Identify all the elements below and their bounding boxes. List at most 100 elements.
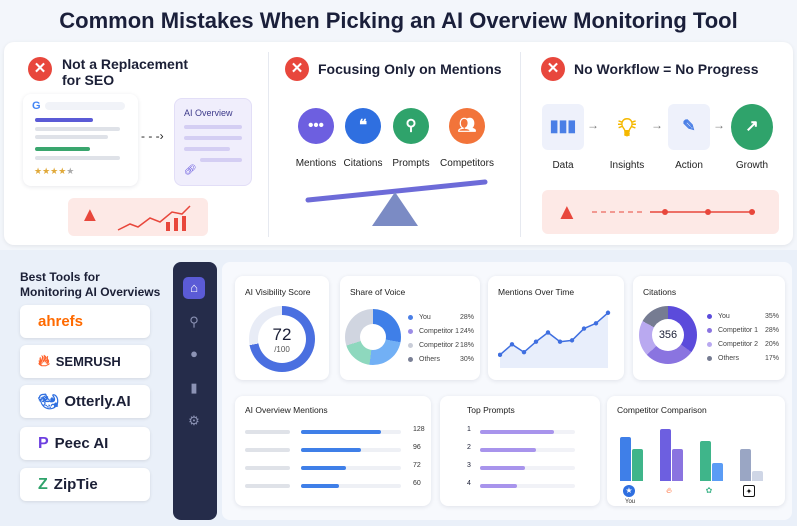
tool-logo-icon: Z: [38, 475, 48, 493]
card-title: Top Prompts: [467, 405, 515, 415]
legend-dot-icon: [707, 313, 712, 319]
legend-dot-icon: [408, 356, 413, 362]
prompt-rank: 1: [467, 426, 471, 433]
search-icon[interactable]: ⚲: [189, 314, 199, 329]
google-icon: G: [32, 100, 41, 112]
lightbulb-icon: 💡︎: [617, 112, 637, 142]
overview-line: [184, 136, 242, 140]
row-label-placeholder: [245, 484, 290, 488]
legend-label: You: [419, 313, 431, 321]
legend-label: Competitor 1: [718, 326, 759, 334]
search-result-card: G ★★★★★: [23, 94, 138, 186]
bar-track: [301, 484, 401, 488]
comparison-group: [620, 429, 648, 481]
workflow-step-label: Action: [675, 160, 703, 171]
link-icon: 🔗︎: [184, 165, 197, 176]
mentions-over-time-card: Mentions Over Time: [488, 276, 624, 380]
row-label-placeholder: [245, 448, 290, 452]
overview-line: [184, 147, 230, 151]
result-line: [35, 156, 120, 160]
prompt-rank: 2: [467, 444, 471, 451]
tool-name: ZipTie: [53, 476, 98, 493]
card-title: AI Overview Mentions: [245, 405, 328, 415]
prompt-bar: [480, 466, 525, 470]
seesaw-icon: [305, 179, 488, 226]
tool-card[interactable]: P Peec AI: [20, 427, 150, 460]
mention-bar: [301, 430, 381, 434]
comparison-bar: [632, 448, 643, 481]
page-title: Common Mistakes When Picking an AI Overv…: [59, 8, 738, 33]
top-prompts-card: Top Prompts 1 2 3 4: [440, 396, 600, 506]
arrow-right-icon: →: [713, 118, 725, 132]
card-title: Citations: [643, 287, 677, 297]
legend-label: You: [718, 312, 730, 320]
legend-item: You 35%: [707, 309, 779, 323]
prompt-rank: 3: [467, 462, 471, 469]
legend-label: Others: [419, 355, 441, 363]
workflow-step-label: Data: [552, 160, 574, 171]
score-value: 72: [272, 324, 292, 344]
tool-name: ahrefs: [38, 313, 84, 330]
row-label-placeholder: [245, 466, 290, 470]
focus-item-label: Citations: [343, 158, 383, 169]
data-point: [545, 330, 551, 335]
citations-card: Citations 356 You 35% Competitor 1 28% Compe…: [633, 276, 785, 380]
card-title: AI Visibility Score: [245, 287, 311, 297]
data-point: [498, 352, 503, 358]
tool-card[interactable]: 🦦︎ Otterly.AI: [20, 385, 150, 418]
legend-dot-icon: [707, 355, 712, 361]
tool-card[interactable]: 🔥︎ SEMRUSH: [20, 345, 150, 378]
legend-label: Competitor 2: [718, 340, 759, 348]
comparison-bar: [660, 429, 671, 481]
row-label-placeholder: [245, 430, 290, 434]
data-point: [557, 339, 563, 344]
gear-icon[interactable]: ⚙: [188, 413, 200, 428]
comparison-bar: [620, 436, 631, 481]
share-of-voice-card: Share of Voice You 28% Competitor 1 24% Comp…: [340, 276, 480, 380]
visibility-gauge: 72/100: [249, 306, 315, 372]
magnifier-icon: ⚲: [393, 108, 429, 144]
card-title: Share of Voice: [350, 287, 406, 297]
mention-bar: [301, 484, 339, 488]
growth-icon: ↗: [731, 104, 773, 150]
dashboard-sidebar: [173, 262, 217, 520]
legend-value: 24%: [459, 327, 474, 335]
data-point: [581, 326, 587, 331]
bar-chart-icon[interactable]: ▮: [190, 380, 198, 395]
heading-line: Not a Replacement: [62, 56, 189, 72]
mistake-heading: Not a Replacement for SEO: [62, 56, 188, 88]
focus-item-label: Mentions: [295, 158, 337, 169]
ai-overview-card: AI Overview 🔗︎: [174, 98, 252, 186]
citations-total: 356: [658, 329, 678, 341]
comparison-group: [740, 429, 768, 481]
legend-dot-icon: [408, 342, 413, 348]
legend-item: Competitor 2 18%: [408, 338, 474, 352]
focus-item-label: Competitors: [440, 158, 494, 169]
chat-icon[interactable]: ●: [190, 346, 198, 361]
competitor-comparison-card: Competitor Comparison ★ 🔥︎ ✿ ✦ You: [607, 396, 785, 506]
tool-card[interactable]: Z ZipTie: [20, 468, 150, 501]
legend-item: Competitor 1 28%: [707, 323, 779, 337]
comparison-bar: [740, 448, 751, 481]
visibility-score-card: AI Visibility Score 72/100: [235, 276, 329, 380]
data-point: [593, 321, 599, 326]
home-icon[interactable]: ⌂: [183, 277, 205, 299]
arrow-right-icon: →: [587, 118, 599, 132]
edit-icon: ✎: [668, 104, 710, 150]
overview-line: [184, 125, 242, 129]
tool-card[interactable]: ahrefs: [20, 305, 150, 338]
broken-progress-banner: ▲: [542, 190, 779, 234]
legend-item: Others 30%: [408, 352, 474, 366]
warning-icon: ▲: [80, 204, 100, 226]
comparison-bar: [700, 440, 711, 481]
heading-line: for SEO: [62, 72, 115, 88]
tool-name: Peec AI: [54, 435, 109, 452]
legend-dot-icon: [408, 314, 413, 320]
warning-icon: ▲: [556, 199, 578, 224]
mistake-heading: Focusing Only on Mentions: [318, 61, 502, 77]
prompt-bar: [480, 448, 537, 452]
legend-dot-icon: [707, 341, 712, 347]
legend-value: 20%: [764, 340, 779, 348]
legend-item: Competitor 2 20%: [707, 337, 779, 351]
tools-title: Best Tools for Monitoring AI Overviews: [20, 270, 161, 299]
